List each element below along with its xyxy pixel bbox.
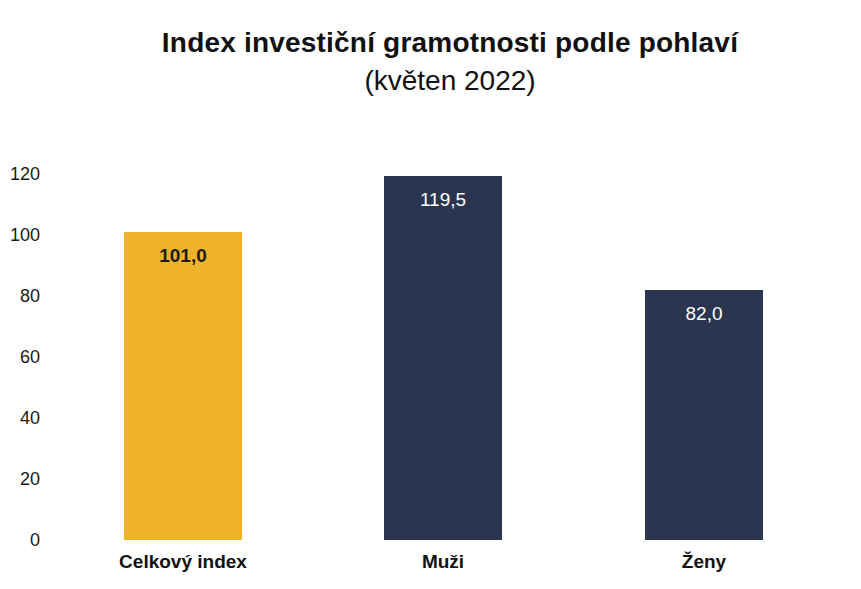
bar-3: 82,0 <box>645 290 763 540</box>
bar-value-label: 82,0 <box>645 303 763 325</box>
chart-title-line1: Index investiční gramotnosti podle pohla… <box>50 24 850 62</box>
chart-title: Index investiční gramotnosti podle pohla… <box>50 24 850 100</box>
y-axis-tick-label: 60 <box>0 346 40 368</box>
x-axis-category-label: Ženy <box>605 551 803 573</box>
y-axis-tick-label: 120 <box>0 163 40 185</box>
bar-chart-figure: Index investiční gramotnosti podle pohla… <box>0 0 861 589</box>
x-axis-category-label: Celkový index <box>84 551 282 573</box>
bar-value-label: 101,0 <box>124 245 242 267</box>
bar-value-label: 119,5 <box>384 189 502 211</box>
y-axis-tick-label: 40 <box>0 407 40 429</box>
x-axis-category-label: Muži <box>344 551 542 573</box>
y-axis-tick-label: 100 <box>0 224 40 246</box>
y-axis-tick-label: 80 <box>0 285 40 307</box>
bar-2: 119,5 <box>384 176 502 540</box>
y-axis-tick-label: 0 <box>0 529 40 551</box>
bar-1: 101,0 <box>124 232 242 540</box>
y-axis-tick-label: 20 <box>0 468 40 490</box>
chart-title-line2: (květen 2022) <box>50 62 850 100</box>
